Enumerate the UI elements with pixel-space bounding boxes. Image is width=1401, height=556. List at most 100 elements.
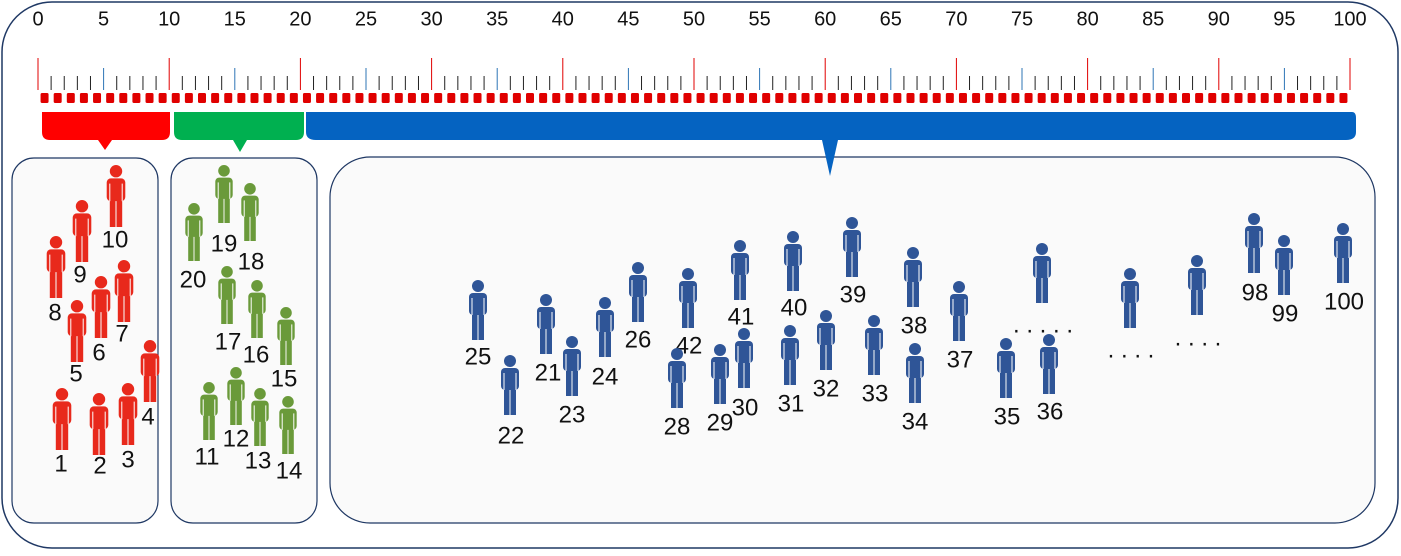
- person-icon: [91, 276, 111, 338]
- person-leg: [203, 413, 209, 440]
- person-label: 2: [93, 452, 106, 479]
- person-head: [734, 240, 746, 252]
- ruler-square: [526, 93, 534, 103]
- ruler-square: [958, 93, 967, 103]
- ruler-square: [1168, 93, 1177, 103]
- person-head: [75, 200, 89, 213]
- ruler-square: [1195, 93, 1204, 103]
- person-leg: [1043, 367, 1049, 394]
- person-leg: [77, 334, 84, 362]
- person-leg: [209, 413, 215, 440]
- ruler-label: 0: [32, 8, 43, 30]
- person-body: [731, 253, 749, 275]
- person-body: [997, 351, 1015, 373]
- person-head: [218, 165, 230, 177]
- ruler-square: [381, 93, 390, 103]
- person-label: 20: [180, 266, 207, 293]
- person-label: 34: [902, 408, 929, 435]
- person-leg: [744, 361, 750, 388]
- person-body: [52, 401, 72, 425]
- bracket-blue: [306, 112, 1356, 176]
- person-icon: [1334, 223, 1352, 283]
- person-icon: [89, 393, 109, 455]
- ruler-square: [880, 93, 889, 103]
- person-label: 39: [840, 281, 867, 308]
- person-body: [227, 379, 245, 401]
- person-body: [781, 338, 799, 360]
- person-label: 5: [69, 360, 82, 387]
- person-label: 26: [625, 326, 652, 353]
- person-leg: [572, 369, 578, 396]
- person-icon: [596, 297, 614, 357]
- person-label: 19: [211, 230, 238, 257]
- person-body: [679, 281, 697, 303]
- person-leg: [510, 388, 516, 415]
- person-head: [632, 262, 644, 274]
- ruler-square: [617, 93, 626, 103]
- person-icon: [1040, 334, 1058, 394]
- ruler-square: [106, 93, 115, 103]
- ruler-square: [854, 93, 862, 103]
- person-label: 33: [862, 380, 889, 407]
- person-leg: [282, 427, 288, 454]
- person-label: 22: [498, 422, 525, 449]
- person-head: [738, 328, 750, 340]
- person-leg: [1124, 301, 1130, 328]
- person-icon: [784, 231, 802, 291]
- person-body: [1040, 347, 1058, 369]
- person-leg: [959, 314, 965, 341]
- person-leg: [109, 199, 116, 227]
- person-body: [241, 195, 259, 217]
- ruler-square: [40, 93, 49, 103]
- person-body: [1121, 281, 1139, 303]
- ruler-label: 100: [1333, 8, 1366, 30]
- person-icon: [950, 281, 968, 341]
- ruler-square: [1300, 93, 1309, 103]
- person-label: 29: [707, 409, 734, 436]
- person-icon: [563, 336, 581, 396]
- person-head: [251, 280, 263, 292]
- person-leg: [738, 361, 744, 388]
- ruler-square: [578, 93, 587, 103]
- person-icon: [668, 348, 686, 408]
- group-box-red: [11, 157, 159, 524]
- ruler-square: [407, 93, 416, 103]
- person-icon: [140, 340, 160, 402]
- person-label: 40: [781, 294, 808, 321]
- person-icon: [72, 200, 92, 262]
- person-label: 37: [947, 346, 974, 373]
- person-body: [537, 307, 555, 329]
- ruler-label: 35: [486, 8, 508, 30]
- ruler-square: [1103, 93, 1112, 103]
- person-head: [820, 310, 832, 322]
- ruler-square: [198, 93, 206, 103]
- ruler-square: [158, 93, 167, 103]
- person-head: [909, 343, 921, 355]
- person-icon: [629, 262, 647, 322]
- person-leg: [632, 295, 638, 322]
- person-leg: [793, 264, 799, 291]
- person-leg: [913, 280, 919, 307]
- person-leg: [1191, 288, 1197, 315]
- ruler-square: [276, 93, 285, 103]
- person-icon: [781, 325, 799, 385]
- person-icon: [469, 280, 487, 340]
- person-label: 4: [141, 403, 154, 430]
- person-label: 12: [223, 425, 250, 452]
- person-body: [469, 293, 487, 315]
- ruler-square: [1063, 93, 1072, 103]
- person-icon: [251, 388, 269, 446]
- person-label: 41: [728, 303, 755, 330]
- ruler-square: [93, 93, 102, 103]
- person-body: [72, 213, 92, 237]
- person-leg: [638, 295, 644, 322]
- ruler-square: [762, 93, 771, 103]
- ruler-square: [486, 93, 495, 103]
- person-leg: [70, 334, 77, 362]
- person-head: [682, 268, 694, 280]
- ruler-square: [342, 93, 351, 103]
- ruler-square: [355, 93, 364, 103]
- ruler-square: [512, 93, 521, 103]
- person-leg: [688, 301, 694, 328]
- person-body: [563, 349, 581, 371]
